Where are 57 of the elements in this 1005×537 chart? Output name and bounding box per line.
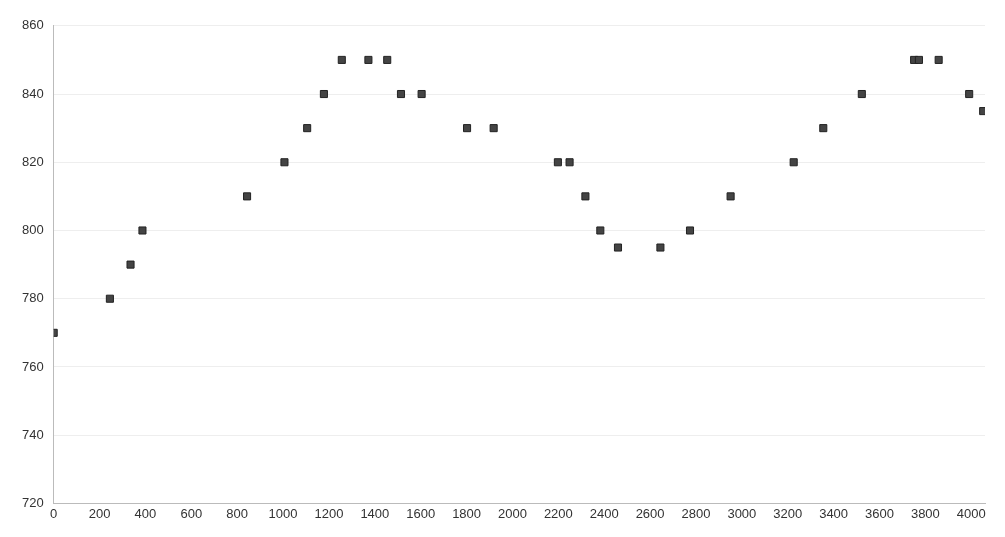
point — [965, 89, 974, 99]
point — [581, 192, 590, 201]
point — [126, 260, 135, 269]
y-tick-label: 780 — [21, 290, 44, 306]
x-tick-label: 3200 — [773, 505, 803, 521]
x-tick-label: 800 — [226, 505, 249, 521]
y-tick-label: 740 — [21, 426, 44, 442]
x-tick-label: 1600 — [406, 505, 436, 521]
point — [596, 226, 605, 235]
x-tick-label: 2000 — [498, 505, 527, 521]
y-tick-label: 860 — [21, 17, 44, 33]
x-tick-label: 1200 — [314, 505, 344, 521]
point — [819, 124, 828, 133]
x-tick-label: 400 — [134, 505, 157, 521]
x-tick-label: 1400 — [360, 505, 390, 521]
y-tick-label: 720 — [21, 494, 44, 510]
point — [105, 294, 114, 303]
x-tick-label: 3800 — [910, 505, 940, 521]
point — [364, 55, 373, 64]
x-tick-label: 3000 — [727, 505, 757, 521]
point — [789, 158, 798, 167]
point — [303, 124, 312, 133]
x-tick-label: 2800 — [681, 505, 711, 521]
point — [319, 89, 328, 99]
x-tick-label: 2600 — [635, 505, 665, 521]
point — [656, 243, 665, 252]
point — [565, 158, 574, 167]
point — [857, 89, 866, 99]
x-tick-label: 0 — [50, 505, 58, 521]
point — [726, 192, 735, 201]
y-tick-label: 760 — [21, 358, 44, 374]
y-tick-label: 840 — [21, 85, 44, 101]
x-tick-label: 1800 — [452, 505, 482, 521]
x-tick-label: 3600 — [865, 505, 894, 521]
point — [553, 158, 562, 167]
y-tick-label: 800 — [21, 222, 44, 238]
x-tick-label: 200 — [88, 505, 111, 521]
point — [934, 55, 943, 64]
x-tick-label: 3400 — [819, 505, 849, 521]
point — [613, 243, 623, 252]
point — [685, 226, 695, 235]
x-tick-label: 4000 — [956, 505, 986, 521]
x-tick-label: 600 — [180, 505, 203, 521]
point — [138, 226, 147, 235]
point — [396, 89, 406, 99]
point — [280, 158, 289, 167]
x-tick-label: 2400 — [589, 505, 619, 521]
x-tick-label: 2200 — [543, 505, 573, 521]
point — [243, 192, 252, 201]
y-tick-label: 820 — [21, 153, 44, 169]
point — [337, 55, 346, 64]
point — [489, 124, 498, 133]
point — [417, 89, 426, 99]
point — [463, 124, 472, 133]
point — [383, 55, 392, 64]
x-tick-label: 1000 — [268, 505, 298, 521]
point — [914, 55, 923, 64]
